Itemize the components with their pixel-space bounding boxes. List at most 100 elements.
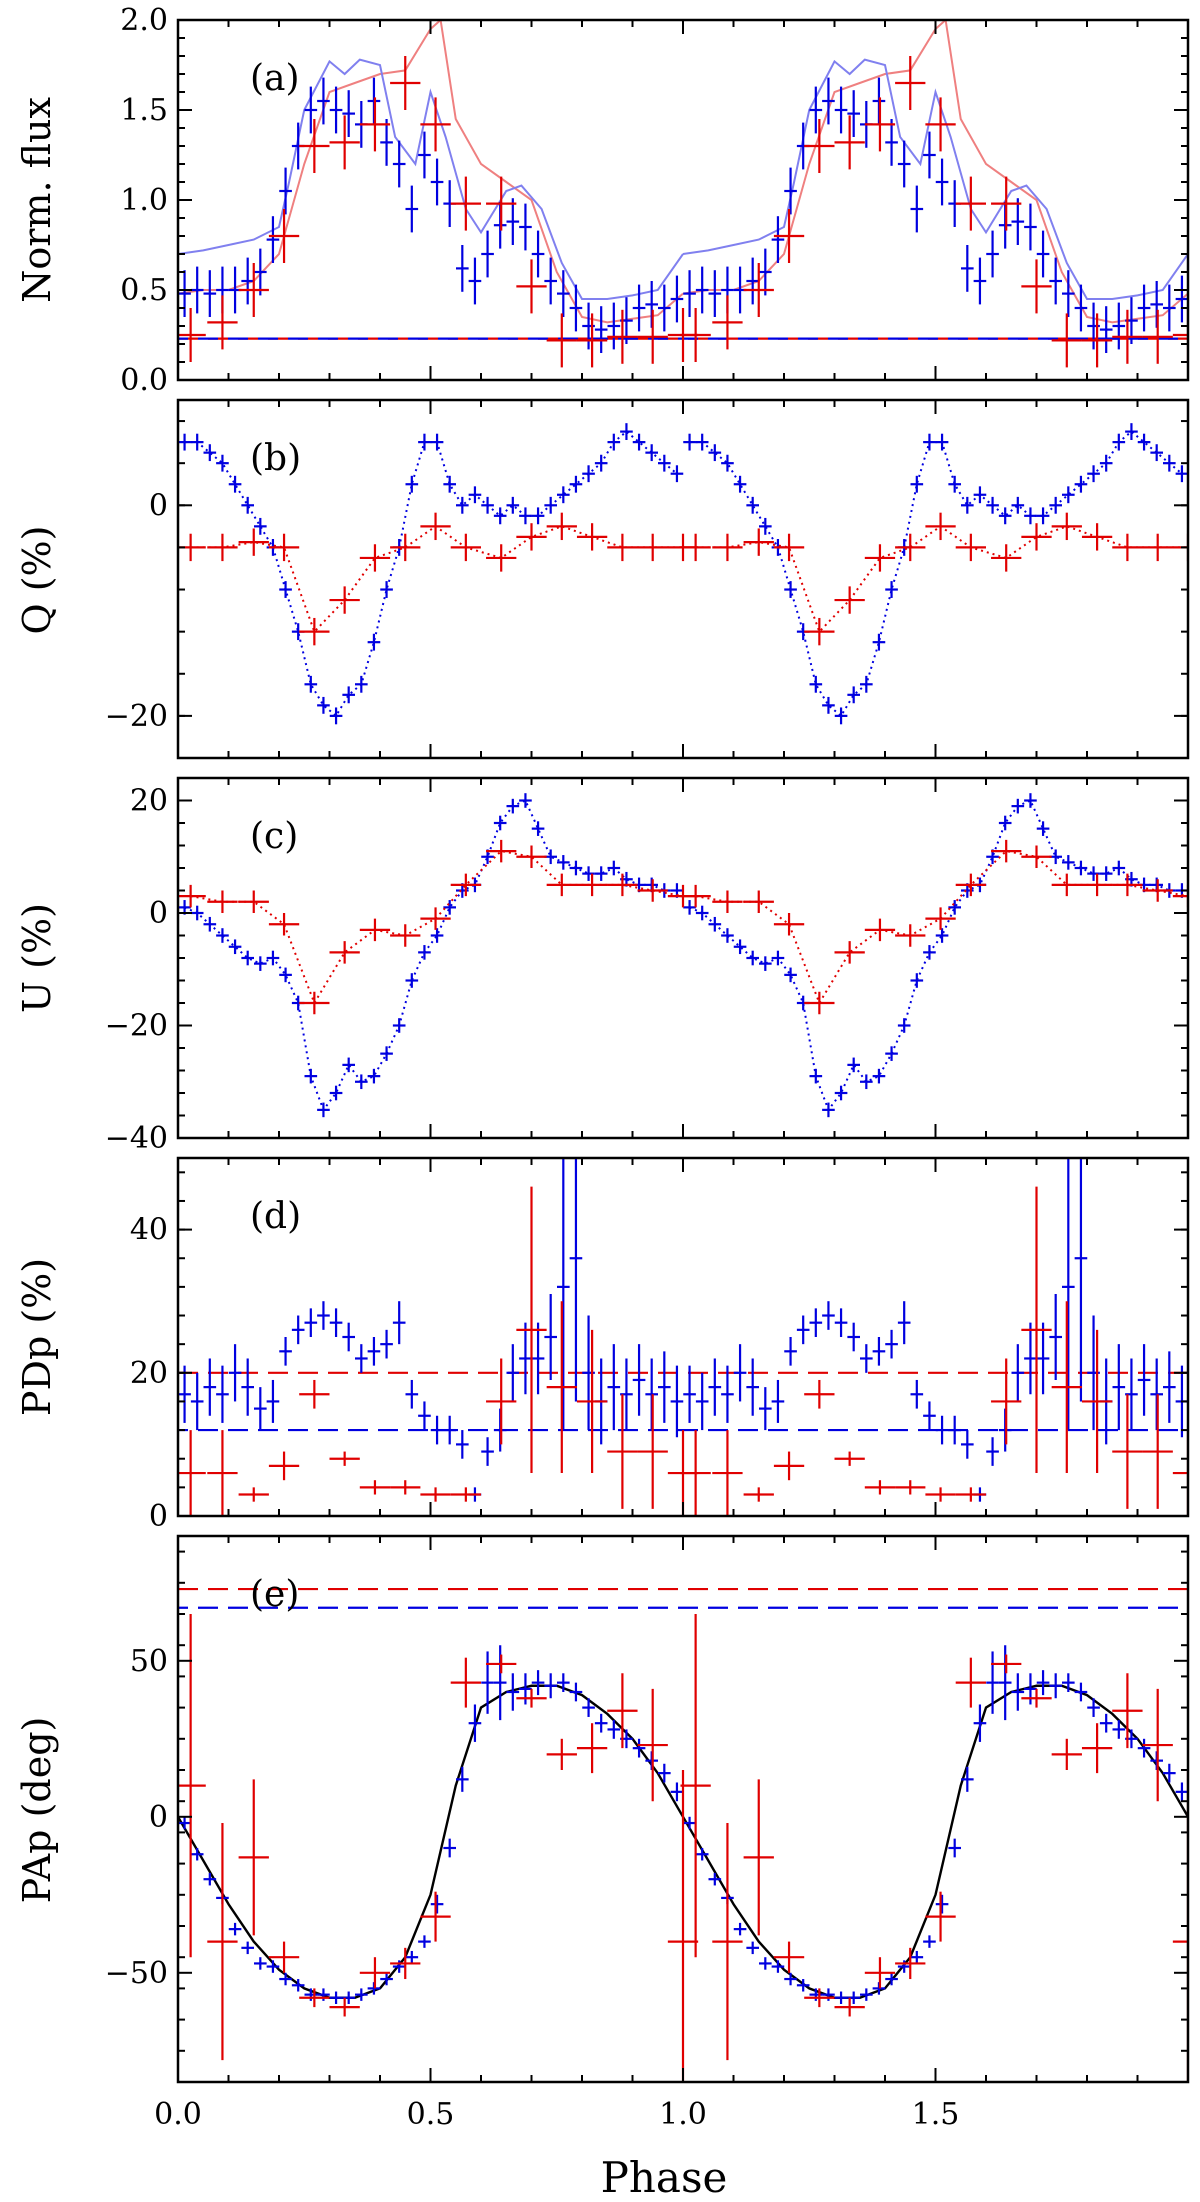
data-point xyxy=(712,533,743,562)
data-point xyxy=(784,581,797,598)
data-point xyxy=(955,533,986,562)
data-point xyxy=(680,1614,711,1958)
data-point xyxy=(1021,845,1052,868)
y-tick-label: 1.0 xyxy=(120,183,168,218)
data-point xyxy=(683,1365,696,1423)
data-point xyxy=(895,56,926,110)
data-point xyxy=(443,900,457,915)
data-point xyxy=(773,1451,805,1481)
data-point xyxy=(923,1401,936,1431)
data-point xyxy=(418,1935,431,1948)
data-point xyxy=(695,905,709,921)
data-point xyxy=(178,1614,206,1958)
data-point xyxy=(910,475,924,493)
data-point xyxy=(1137,284,1151,332)
data-point xyxy=(746,1941,760,1955)
y-tick-label: 50 xyxy=(130,1644,168,1679)
data-point xyxy=(1011,1673,1025,1711)
y-tick-label: 0.0 xyxy=(120,363,168,398)
data-point xyxy=(607,302,621,350)
data-point xyxy=(680,884,711,908)
data-point xyxy=(486,839,517,863)
panel-d-pd-percent: 0 20 40 (d) PDp (%) xyxy=(15,1156,1190,1534)
data-point xyxy=(443,475,457,493)
data-point xyxy=(392,1018,406,1033)
series-trend-line xyxy=(689,799,1182,1112)
data-point xyxy=(228,1344,242,1402)
data-point xyxy=(506,496,520,514)
data-point xyxy=(359,1480,391,1495)
flux-curve-1 xyxy=(682,20,1188,324)
data-point xyxy=(733,1922,747,1936)
data-point xyxy=(1137,433,1151,451)
data-point xyxy=(1112,1720,1126,1739)
data-point xyxy=(1112,873,1143,897)
data-point xyxy=(632,284,646,332)
data-point xyxy=(207,1430,238,1516)
data-point xyxy=(486,544,517,572)
data-point xyxy=(1051,512,1082,541)
data-point xyxy=(1049,1673,1063,1699)
data-point xyxy=(991,544,1022,572)
data-point xyxy=(1142,879,1173,902)
data-point xyxy=(203,270,217,317)
data-point xyxy=(885,1329,898,1359)
data-point xyxy=(1163,284,1176,332)
data-point xyxy=(254,1957,267,1970)
data-point xyxy=(390,1480,421,1495)
data-point xyxy=(329,586,360,614)
data-point xyxy=(268,913,300,936)
data-point xyxy=(430,158,444,206)
data-point xyxy=(241,950,255,966)
data-point xyxy=(991,839,1022,863)
data-point xyxy=(809,675,823,693)
data-point xyxy=(367,633,381,651)
data-point xyxy=(632,1738,646,1758)
data-point xyxy=(771,1960,785,1973)
data-point xyxy=(637,533,668,562)
data-point xyxy=(1112,1344,1126,1431)
data-point xyxy=(991,1358,1022,1445)
data-point xyxy=(658,454,671,472)
data-point xyxy=(834,1085,848,1101)
data-point xyxy=(708,1872,722,1886)
data-point xyxy=(481,496,494,514)
data-point xyxy=(557,855,570,870)
data-point xyxy=(443,1838,457,1858)
data-point xyxy=(355,675,368,693)
data-point xyxy=(935,1415,949,1445)
data-point xyxy=(1011,496,1025,514)
data-point xyxy=(544,257,558,305)
data-point xyxy=(481,230,494,278)
data-point xyxy=(1099,454,1113,472)
data-point xyxy=(834,941,865,964)
data-point xyxy=(420,97,451,152)
data-point xyxy=(961,1430,974,1459)
data-point xyxy=(923,131,936,179)
data-point xyxy=(834,1997,865,2017)
data-point xyxy=(304,1068,318,1084)
data-point xyxy=(1137,1738,1151,1758)
data-point xyxy=(299,1988,330,2008)
data-point xyxy=(708,1358,722,1416)
y-tick-label: 20 xyxy=(130,1356,168,1391)
data-point xyxy=(1062,1158,1075,1431)
data-point xyxy=(544,1673,558,1699)
data-point xyxy=(430,433,444,451)
data-point xyxy=(456,1430,469,1459)
data-point xyxy=(695,1848,709,1861)
data-point xyxy=(746,496,760,514)
data-point xyxy=(695,266,709,314)
data-point xyxy=(203,916,217,932)
data-point xyxy=(468,1704,482,1742)
data-point xyxy=(998,815,1012,831)
data-point xyxy=(1175,465,1188,483)
data-point xyxy=(743,263,774,317)
data-point xyxy=(607,1720,621,1739)
data-point xyxy=(973,1704,987,1742)
data-point xyxy=(784,167,797,215)
data-point xyxy=(569,1682,583,1702)
data-point xyxy=(516,523,547,551)
data-point xyxy=(569,475,583,493)
data-point xyxy=(420,1487,451,1502)
